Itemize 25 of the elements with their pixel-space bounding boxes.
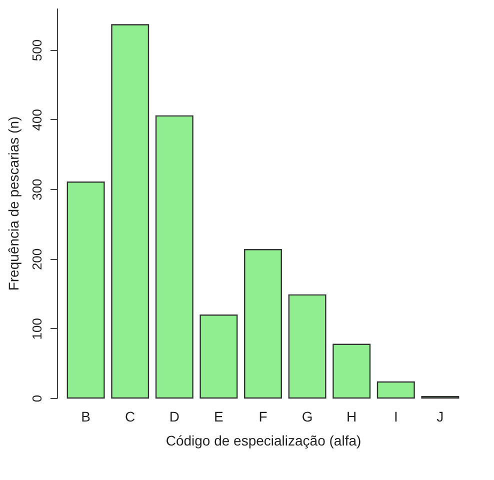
x-tick-label: I	[394, 408, 398, 424]
bar	[155, 115, 194, 399]
x-tick-label: G	[302, 408, 313, 424]
x-tick-label: C	[125, 408, 136, 424]
y-axis-title: Frequência de pescarias (n)	[6, 116, 22, 291]
y-tick-label: 300	[30, 178, 44, 200]
x-tick-label: D	[169, 408, 180, 424]
bar	[244, 249, 282, 399]
y-tick-label: 200	[30, 248, 44, 270]
y-tick-label: 0	[30, 394, 44, 402]
bar	[288, 294, 326, 399]
x-tick-label: B	[81, 408, 90, 424]
x-tick-label: F	[258, 408, 268, 424]
x-axis-title: Código de especialização (alfa)	[166, 432, 362, 448]
x-tick-label: J	[436, 408, 444, 424]
bar	[332, 344, 371, 399]
y-tick-label: 400	[30, 109, 44, 131]
y-tick-label: 100	[30, 318, 44, 340]
bar	[200, 314, 238, 399]
bar	[376, 381, 415, 399]
y-tick-label: 500	[30, 39, 44, 62]
x-tick-label: H	[346, 408, 357, 424]
bar	[66, 182, 105, 399]
bar	[111, 24, 150, 399]
x-tick-label: E	[214, 408, 224, 424]
